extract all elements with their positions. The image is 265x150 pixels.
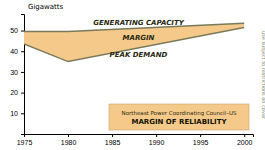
x-tick-label: 2000	[237, 139, 253, 146]
x-tick-label: 1985	[105, 139, 121, 146]
marks	[24, 23, 244, 61]
x-tick-label: 1990	[149, 139, 165, 146]
y-tick-mark	[21, 31, 24, 32]
x-tick-mark	[244, 134, 245, 137]
x-tick: 1995	[193, 134, 209, 146]
chart: 1975 1980 1985 1990 1995 2000 10 20 30 40 50 GENERA…	[0, 0, 265, 150]
x-tick-label: 1975	[17, 139, 33, 146]
y-tick-label: 10	[10, 110, 18, 117]
annotation: MARGIN	[123, 34, 155, 42]
series-label: PEAK DEMAND	[110, 51, 168, 59]
x-tick: 1975	[17, 134, 33, 146]
plot: 1975 1980 1985 1990 1995 2000 10 20 30 40 50 GENERA…	[10, 15, 253, 146]
annotation-box	[109, 104, 249, 130]
y-axis-title: Gigawatts	[28, 3, 64, 11]
y-tick: 50	[10, 27, 24, 34]
x-tick-mark	[200, 134, 201, 137]
y-axis: 10 20 30 40 50	[10, 15, 24, 135]
x-tick-label: 1995	[193, 139, 209, 146]
x-tick-mark	[156, 134, 157, 137]
x-tick-mark	[68, 134, 69, 137]
y-tick-mark	[21, 72, 24, 73]
series-line	[24, 27, 244, 61]
y-tick-mark	[21, 113, 24, 114]
y-tick: 20	[10, 89, 24, 96]
x-tick-mark	[112, 134, 113, 137]
margin-area	[24, 23, 244, 61]
y-axis-line	[21, 15, 25, 135]
y-tick-label: 40	[10, 48, 18, 55]
x-tick-label: 1980	[61, 139, 77, 146]
annotation: Northeast Power Coordinating Council–US	[122, 110, 237, 117]
y-tick-label: 50	[10, 27, 18, 34]
annotation: MARGIN OF RELIABILITY	[131, 118, 227, 126]
y-tick-label: 30	[10, 69, 18, 76]
y-tick-label: 20	[10, 89, 18, 96]
labels: GENERATING CAPACITY MARGIN PEAK DEMAND Nort…	[93, 19, 249, 130]
series-label: GENERATING CAPACITY	[93, 19, 184, 27]
x-axis: 1975 1980 1985 1990 1995 2000	[17, 134, 254, 146]
y-tick: 30	[10, 69, 24, 76]
y-tick: 40	[10, 48, 24, 55]
x-tick: 2000	[237, 134, 253, 146]
x-tick: 1990	[149, 134, 165, 146]
side-note: use subject to restrictions on cover	[260, 31, 265, 120]
y-tick-mark	[21, 93, 24, 94]
x-tick: 1985	[105, 134, 121, 146]
y-tick: 10	[10, 110, 24, 117]
x-tick: 1980	[61, 134, 77, 146]
x-axis-line	[25, 135, 254, 138]
y-tick-mark	[21, 51, 24, 52]
